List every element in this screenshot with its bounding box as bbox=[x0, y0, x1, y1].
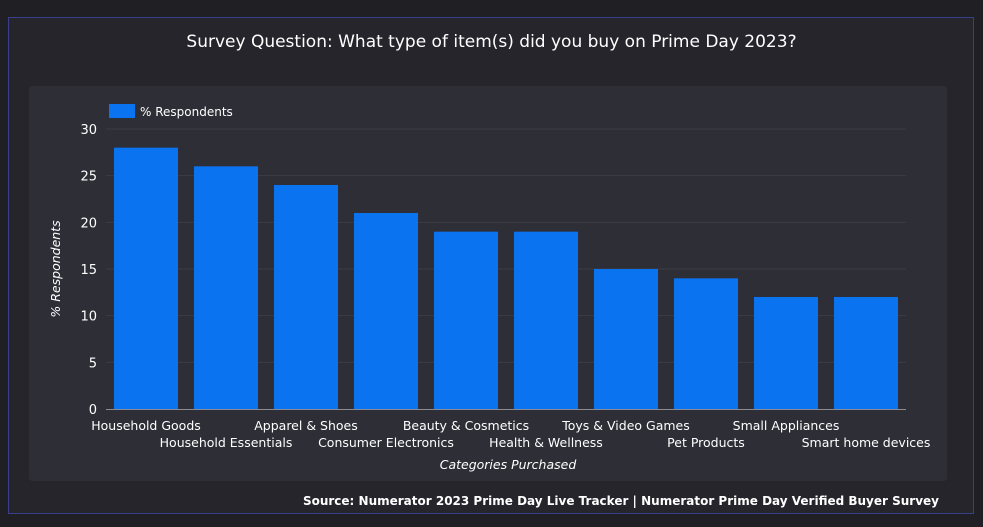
bar bbox=[274, 185, 338, 409]
x-tick-label: Small Appliances bbox=[733, 418, 840, 433]
x-tick-label: Household Essentials bbox=[160, 435, 293, 450]
y-tick-label: 30 bbox=[80, 123, 97, 138]
legend-swatch bbox=[109, 104, 135, 118]
bar bbox=[754, 297, 818, 409]
bar bbox=[674, 278, 738, 409]
bar bbox=[594, 269, 658, 409]
x-axis-title: Categories Purchased bbox=[440, 457, 577, 472]
bar bbox=[834, 297, 898, 409]
x-tick-label: Household Goods bbox=[91, 418, 201, 433]
x-tick-label: Smart home devices bbox=[802, 435, 931, 450]
source-note: Source: Numerator 2023 Prime Day Live Tr… bbox=[302, 494, 939, 508]
x-tick-label: Toys & Video Games bbox=[561, 418, 689, 433]
labels: 0 5 10 15 20 25 30 Household Goods Household Ess… bbox=[48, 104, 930, 472]
chart-title: Survey Question: What type of item(s) di… bbox=[186, 32, 797, 52]
bar bbox=[354, 213, 418, 409]
x-tick-label: Health & Wellness bbox=[489, 435, 603, 450]
x-tick-label: Consumer Electronics bbox=[318, 435, 454, 450]
y-tick-label: 15 bbox=[80, 263, 97, 278]
bars bbox=[114, 147, 898, 409]
y-tick-label: 25 bbox=[80, 170, 97, 185]
bar bbox=[194, 166, 258, 409]
bar bbox=[514, 231, 578, 409]
x-tick-label: Beauty & Cosmetics bbox=[403, 418, 529, 433]
y-tick-label: 5 bbox=[89, 356, 97, 371]
y-tick-label: 20 bbox=[80, 216, 97, 231]
y-tick-label: 0 bbox=[89, 403, 97, 418]
x-tick-label: Pet Products bbox=[667, 435, 745, 450]
x-tick-label: Apparel & Shoes bbox=[254, 418, 358, 433]
y-axis-title: % Respondents bbox=[48, 220, 63, 318]
y-tick-label: 10 bbox=[80, 310, 97, 325]
legend-label: % Respondents bbox=[140, 105, 233, 119]
bar bbox=[434, 231, 498, 409]
bar bbox=[114, 147, 178, 409]
